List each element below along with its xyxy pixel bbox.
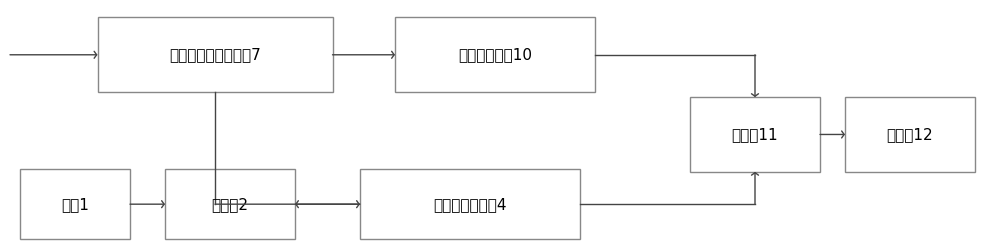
Bar: [845, 97, 975, 172]
Bar: [98, 17, 332, 92]
Bar: [395, 17, 595, 92]
Text: 汽轮机11: 汽轮机11: [732, 127, 778, 142]
Bar: [360, 169, 580, 239]
Text: 干熄焦余热锅炉4: 干熄焦余热锅炉4: [433, 197, 507, 212]
Text: 干熄炉2: 干熄炉2: [212, 197, 248, 212]
Text: 焦炉煤气锅炉10: 焦炉煤气锅炉10: [458, 47, 532, 62]
Bar: [20, 169, 130, 239]
Bar: [690, 97, 820, 172]
Text: 发电机12: 发电机12: [887, 127, 933, 142]
Bar: [165, 169, 295, 239]
Text: 荒煤气余热回收装置7: 荒煤气余热回收装置7: [169, 47, 261, 62]
Text: 焦炉1: 焦炉1: [61, 197, 89, 212]
